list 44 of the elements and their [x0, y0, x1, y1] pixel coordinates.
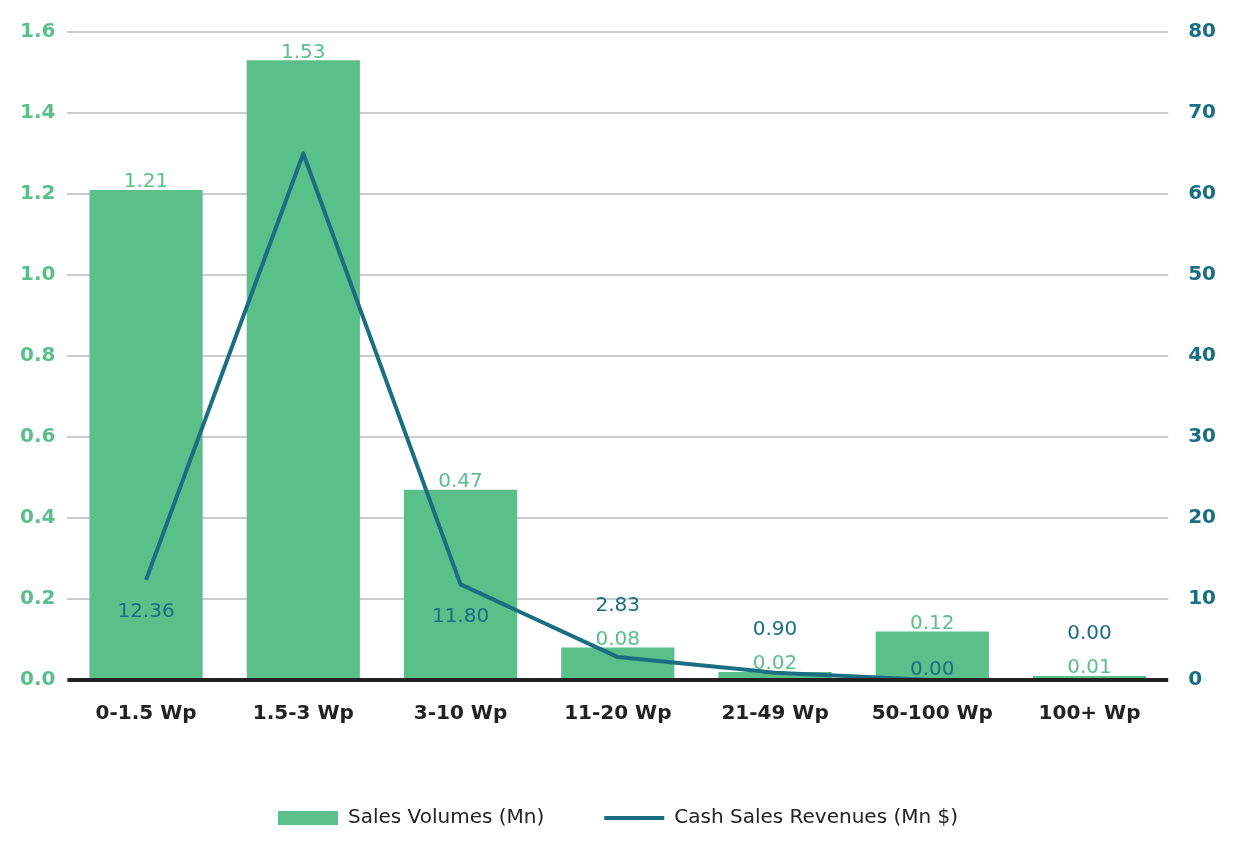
- y-tick-label: 0.8: [19, 342, 56, 367]
- y-tick-label: 0.4: [19, 504, 56, 529]
- data-label: 1.21: [123, 168, 169, 193]
- bar: [246, 60, 360, 679]
- y2-tick-label: 50: [1188, 261, 1217, 286]
- data-label: 12.36: [117, 598, 175, 623]
- data-label: 2.83: [595, 591, 641, 616]
- y2-tick-label: 30: [1188, 423, 1217, 448]
- x-tick-label: 21-49 Wp: [721, 700, 829, 725]
- x-tick-label: 3-10 Wp: [413, 700, 508, 725]
- data-label: 0.47: [438, 467, 483, 492]
- data-label: 0.08: [595, 625, 641, 650]
- bar: [875, 631, 989, 679]
- x-tick-label: 50-100 Wp: [871, 700, 993, 725]
- x-tick-label: 1.5-3 Wp: [252, 700, 354, 725]
- y2-tick-label: 10: [1188, 585, 1217, 610]
- y-tick-label: 1.2: [19, 180, 56, 205]
- legend-label: Sales Volumes (Mn): [347, 804, 545, 829]
- data-label: 11.80: [431, 602, 490, 627]
- y-tick-label: 0.2: [19, 585, 56, 610]
- y2-tick-label: 80: [1188, 18, 1217, 43]
- x-tick-label: 11-20 Wp: [564, 700, 672, 725]
- y2-tick-label: 40: [1188, 342, 1217, 367]
- data-label: 0.12: [910, 609, 955, 634]
- y2-tick-label: 70: [1188, 99, 1217, 124]
- legend-label: Cash Sales Revenues (Mn $): [674, 804, 959, 829]
- data-label: 0.00: [910, 656, 955, 681]
- x-tick-label: 100+ Wp: [1038, 700, 1141, 725]
- data-label: 0.02: [752, 650, 798, 675]
- data-label: 0.01: [1067, 654, 1112, 679]
- data-label: 0.00: [1067, 620, 1112, 645]
- y-tick-label: 1.4: [19, 99, 56, 124]
- y2-tick-label: 20: [1188, 504, 1217, 529]
- data-label: 1.53: [281, 38, 326, 63]
- y2-tick-label: 0: [1188, 666, 1203, 691]
- bar: [89, 189, 203, 679]
- y2-tick-label: 60: [1188, 180, 1217, 205]
- y-tick-label: 1.0: [19, 261, 56, 286]
- y-tick-label: 0.6: [19, 423, 56, 448]
- x-tick-label: 0-1.5 Wp: [95, 700, 197, 725]
- bar: [403, 489, 518, 679]
- y-tick-label: 0.0: [19, 666, 56, 691]
- data-label: 0.90: [752, 616, 798, 641]
- y-tick-label: 1.6: [19, 18, 56, 43]
